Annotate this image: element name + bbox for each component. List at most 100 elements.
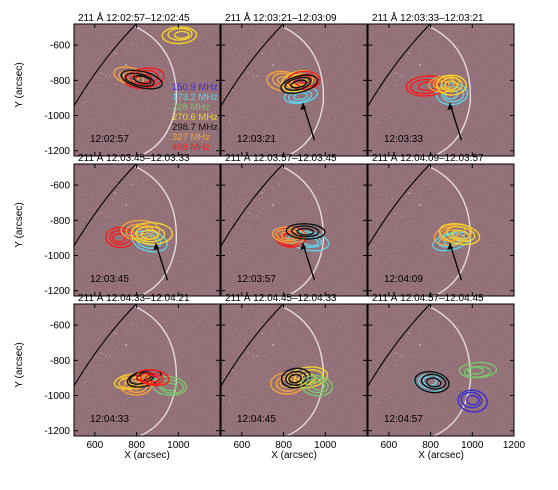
contour-level-3 <box>288 373 302 384</box>
contour-level-3 <box>144 374 160 383</box>
y-tick-label: -800 <box>50 76 70 87</box>
solar-limb <box>221 164 285 247</box>
panel-frame <box>73 303 221 437</box>
legend-entry: 408 MHz <box>172 142 210 153</box>
contour-level-2 <box>130 69 159 86</box>
contour-level-1 <box>280 74 319 95</box>
solar-limb <box>368 304 432 387</box>
radio-source-contour <box>135 368 170 387</box>
panel-time-label: 12:04:45 <box>237 414 276 425</box>
contour-level-1 <box>287 70 321 91</box>
contour-level-3 <box>425 377 442 388</box>
panel-2: 211 Å 12:03:21–12:03:09 12:03:21 <box>220 11 368 157</box>
arrow-shaft <box>449 103 463 141</box>
contour-level-2 <box>135 225 166 243</box>
arrow-shaft <box>449 243 463 281</box>
panel-4: -600 -800 -1000 -1200 211 Å 12:03:45–12:03:3… <box>44 151 221 297</box>
contour-level-1 <box>300 374 334 397</box>
arrow-shaft <box>302 243 316 281</box>
contour-level-1 <box>286 366 329 389</box>
y-tick-label: -1000 <box>44 391 70 402</box>
arrow-head <box>300 103 307 111</box>
panel-title: 211 Å 12:04:57–12:04:45 <box>372 291 484 304</box>
panel-title: 211 Å 12:04:09–12:03:57 <box>372 151 484 164</box>
panel-title: 211 Å 12:03:57–12:03:45 <box>225 151 337 164</box>
radio-source-contour <box>405 75 449 97</box>
cme-front <box>135 306 178 436</box>
x-tick-label: 600 <box>234 440 251 451</box>
contour-level-2 <box>305 377 329 394</box>
bright-structure <box>74 26 150 127</box>
contour-level-2 <box>167 27 193 41</box>
y-tick-label: -1000 <box>44 111 70 122</box>
contour-level-3 <box>161 382 177 392</box>
x-axis-label-col-2: X (arcsec) <box>271 450 317 461</box>
contour-level-3 <box>467 366 485 375</box>
x-tick-label: 600 <box>381 440 398 451</box>
contour-level-2 <box>440 77 463 93</box>
panel-title: 211 Å 12:04:33–12:04:21 <box>78 291 190 304</box>
radio-source-contour <box>414 370 450 394</box>
legend-entry: 298.7 MHz <box>172 122 218 133</box>
radio-source-contour <box>436 74 467 96</box>
contour-level-3 <box>132 75 152 85</box>
contour-level-3 <box>280 231 296 240</box>
bright-structure <box>368 166 444 267</box>
panel-frame <box>220 163 368 297</box>
bright-structure <box>74 306 150 407</box>
bright-structure <box>221 166 297 267</box>
legend-entry: 150.9 MHz <box>172 82 218 93</box>
panel-frame <box>73 163 221 297</box>
axis-labels-layer: Y (arcsec) Y (arcsec) Y (arcsec) X (arcs… <box>14 62 464 461</box>
contour-level-1 <box>120 69 163 90</box>
bright-structure <box>221 306 297 407</box>
panel-time-label: 12:04:09 <box>384 274 423 285</box>
contour-level-1 <box>414 370 450 394</box>
radio-source-contour <box>438 223 481 246</box>
euv-difference-image <box>74 164 220 296</box>
contour-level-1 <box>438 223 481 246</box>
radio-source-contour <box>280 74 319 95</box>
panel-title: 211 Å 12:02:57–12:02:45 <box>78 11 190 24</box>
solar-limb <box>74 24 138 107</box>
y-tick-label: -1000 <box>44 251 70 262</box>
panel-title: 211 Å 12:03:45–12:03:33 <box>78 151 190 164</box>
y-tick-label: -600 <box>50 321 70 332</box>
x-tick-label: 600 <box>87 440 104 451</box>
panel-title: 211 Å 12:04:45–12:04:33 <box>225 291 337 304</box>
y-tick-label: -1200 <box>44 426 70 437</box>
euv-difference-image <box>74 24 220 156</box>
contour-level-1 <box>457 389 488 413</box>
panels-layer: -600 -800 -1000 -1200 211 Å 12:02:57–12:02:4… <box>44 11 525 451</box>
euv-difference-image <box>368 164 514 296</box>
contour-level-3 <box>466 394 480 406</box>
bright-structure <box>221 26 297 127</box>
contour-level-3 <box>444 80 458 91</box>
panel-frame <box>220 303 368 437</box>
solar-limb <box>368 164 432 247</box>
contour-level-3 <box>173 30 190 40</box>
radio-source-contour <box>285 223 326 240</box>
radio-source-contour <box>120 69 163 90</box>
contour-level-1 <box>285 223 326 240</box>
arrow-head <box>447 243 454 251</box>
contour-level-2 <box>291 225 320 238</box>
cme-front <box>135 166 178 296</box>
solar-limb <box>74 164 138 247</box>
contour-level-2 <box>446 225 476 242</box>
legend-entry: 173.2 MHz <box>172 92 218 103</box>
cme-front <box>429 166 472 296</box>
contour-level-1 <box>436 74 467 96</box>
panel-1: -600 -800 -1000 -1200 211 Å 12:02:57–12:02:4… <box>44 11 221 157</box>
radio-source-contour <box>161 26 198 45</box>
contour-level-2 <box>463 365 492 378</box>
contour-level-3 <box>296 227 315 236</box>
contour-level-1 <box>135 368 170 387</box>
cme-front <box>429 26 472 156</box>
bright-structure <box>74 166 150 267</box>
panel-time-label: 12:02:57 <box>90 134 129 145</box>
y-tick-label: -800 <box>50 216 70 227</box>
contour-level-3 <box>112 232 126 243</box>
y-tick-label: -600 <box>50 181 70 192</box>
